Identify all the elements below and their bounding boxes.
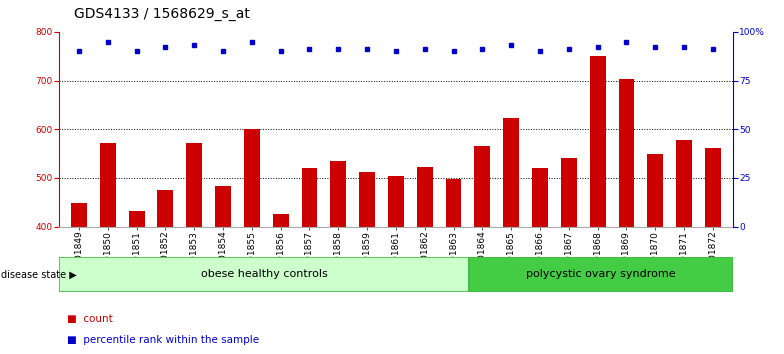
Bar: [71, 203, 87, 354]
Bar: [388, 176, 404, 354]
Bar: [532, 168, 548, 354]
Bar: [158, 190, 173, 354]
Bar: [302, 168, 318, 354]
Bar: [273, 215, 289, 354]
Text: polycystic ovary syndrome: polycystic ovary syndrome: [526, 269, 676, 279]
Text: ■  count: ■ count: [67, 314, 112, 324]
Bar: [215, 185, 231, 354]
Bar: [648, 154, 663, 354]
Text: GDS4133 / 1568629_s_at: GDS4133 / 1568629_s_at: [74, 7, 250, 21]
Bar: [417, 167, 433, 354]
Bar: [129, 211, 144, 354]
Bar: [590, 56, 605, 354]
Bar: [474, 146, 490, 354]
Bar: [359, 172, 375, 354]
Bar: [469, 257, 733, 292]
Bar: [244, 129, 260, 354]
Bar: [676, 140, 692, 354]
Bar: [619, 79, 634, 354]
Text: disease state ▶: disease state ▶: [1, 269, 77, 279]
Bar: [561, 158, 577, 354]
Text: ■  percentile rank within the sample: ■ percentile rank within the sample: [67, 335, 259, 345]
Bar: [100, 143, 116, 354]
Bar: [503, 118, 519, 354]
Bar: [445, 179, 462, 354]
Text: obese healthy controls: obese healthy controls: [201, 269, 328, 279]
Bar: [330, 161, 347, 354]
Bar: [59, 257, 469, 292]
Bar: [705, 148, 720, 354]
Bar: [187, 143, 202, 354]
